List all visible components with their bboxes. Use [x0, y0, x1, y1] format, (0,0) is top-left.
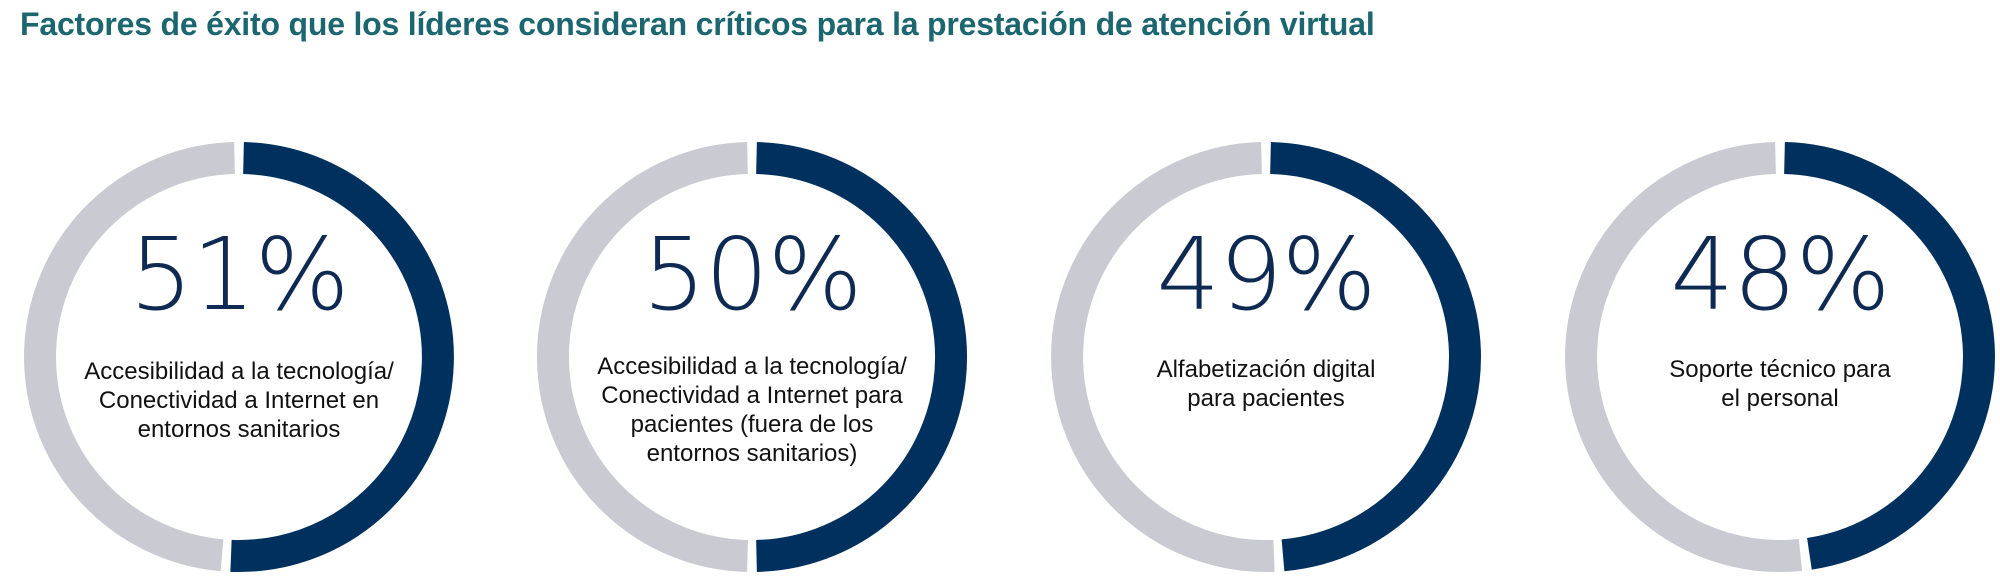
- donut-svg: [1565, 142, 1995, 572]
- description-line: Conectividad a Internet para: [601, 382, 903, 409]
- factor-description: Soporte técnico para el personal: [1620, 355, 1940, 413]
- description-line: Accesibilidad a la tecnología/: [597, 353, 907, 380]
- donut-svg: [1051, 142, 1481, 572]
- donut-value-arc: [756, 142, 967, 572]
- description-line: para pacientes: [1187, 385, 1345, 412]
- chart-title: Factores de éxito que los líderes consid…: [20, 6, 1375, 42]
- donut-remainder-arc: [537, 142, 748, 572]
- percentage-value: 48%: [1670, 216, 1890, 333]
- donut-value-arc: [1784, 142, 1995, 570]
- donut-svg: [24, 142, 454, 572]
- description-line: pacientes (fuera de los: [630, 411, 874, 438]
- description-line: Conectividad a Internet en: [98, 387, 380, 414]
- donut-chart: 50% Accesibilidad a la tecnología/Conecti…: [535, 140, 969, 574]
- factor-description: Accesibilidad a la tecnología/Conectivid…: [592, 352, 912, 468]
- donut-chart: 51% Accesibilidad a la tecnología/Conecti…: [22, 140, 456, 574]
- donut-chart: 48% Soporte técnico para el personal: [1563, 140, 1997, 574]
- donut-value-arc: [230, 142, 454, 572]
- factor-description: Accesibilidad a la tecnología/Conectivid…: [79, 357, 399, 444]
- donut-remainder-arc: [24, 142, 235, 572]
- percentage-value: 49%: [1156, 216, 1376, 333]
- donut-value-arc: [1270, 142, 1481, 572]
- donut-remainder-arc: [1051, 142, 1275, 572]
- description-line: el personal: [1721, 385, 1839, 412]
- description-line: entornos sanitarios): [646, 440, 858, 467]
- donut-chart: 49% Alfabetización digital para pacientes: [1049, 140, 1483, 574]
- factor-description: Alfabetización digital para pacientes: [1106, 355, 1426, 413]
- percentage-value: 51%: [129, 216, 349, 333]
- donut-svg: [537, 142, 967, 572]
- description-line: Soporte técnico para: [1669, 356, 1891, 383]
- description-line: Accesibilidad a la tecnología/: [84, 358, 394, 385]
- percentage-value: 50%: [642, 216, 862, 333]
- description-line: entornos sanitarios: [137, 416, 341, 443]
- description-line: Alfabetización digital: [1156, 356, 1376, 383]
- donut-remainder-arc: [1565, 142, 1803, 572]
